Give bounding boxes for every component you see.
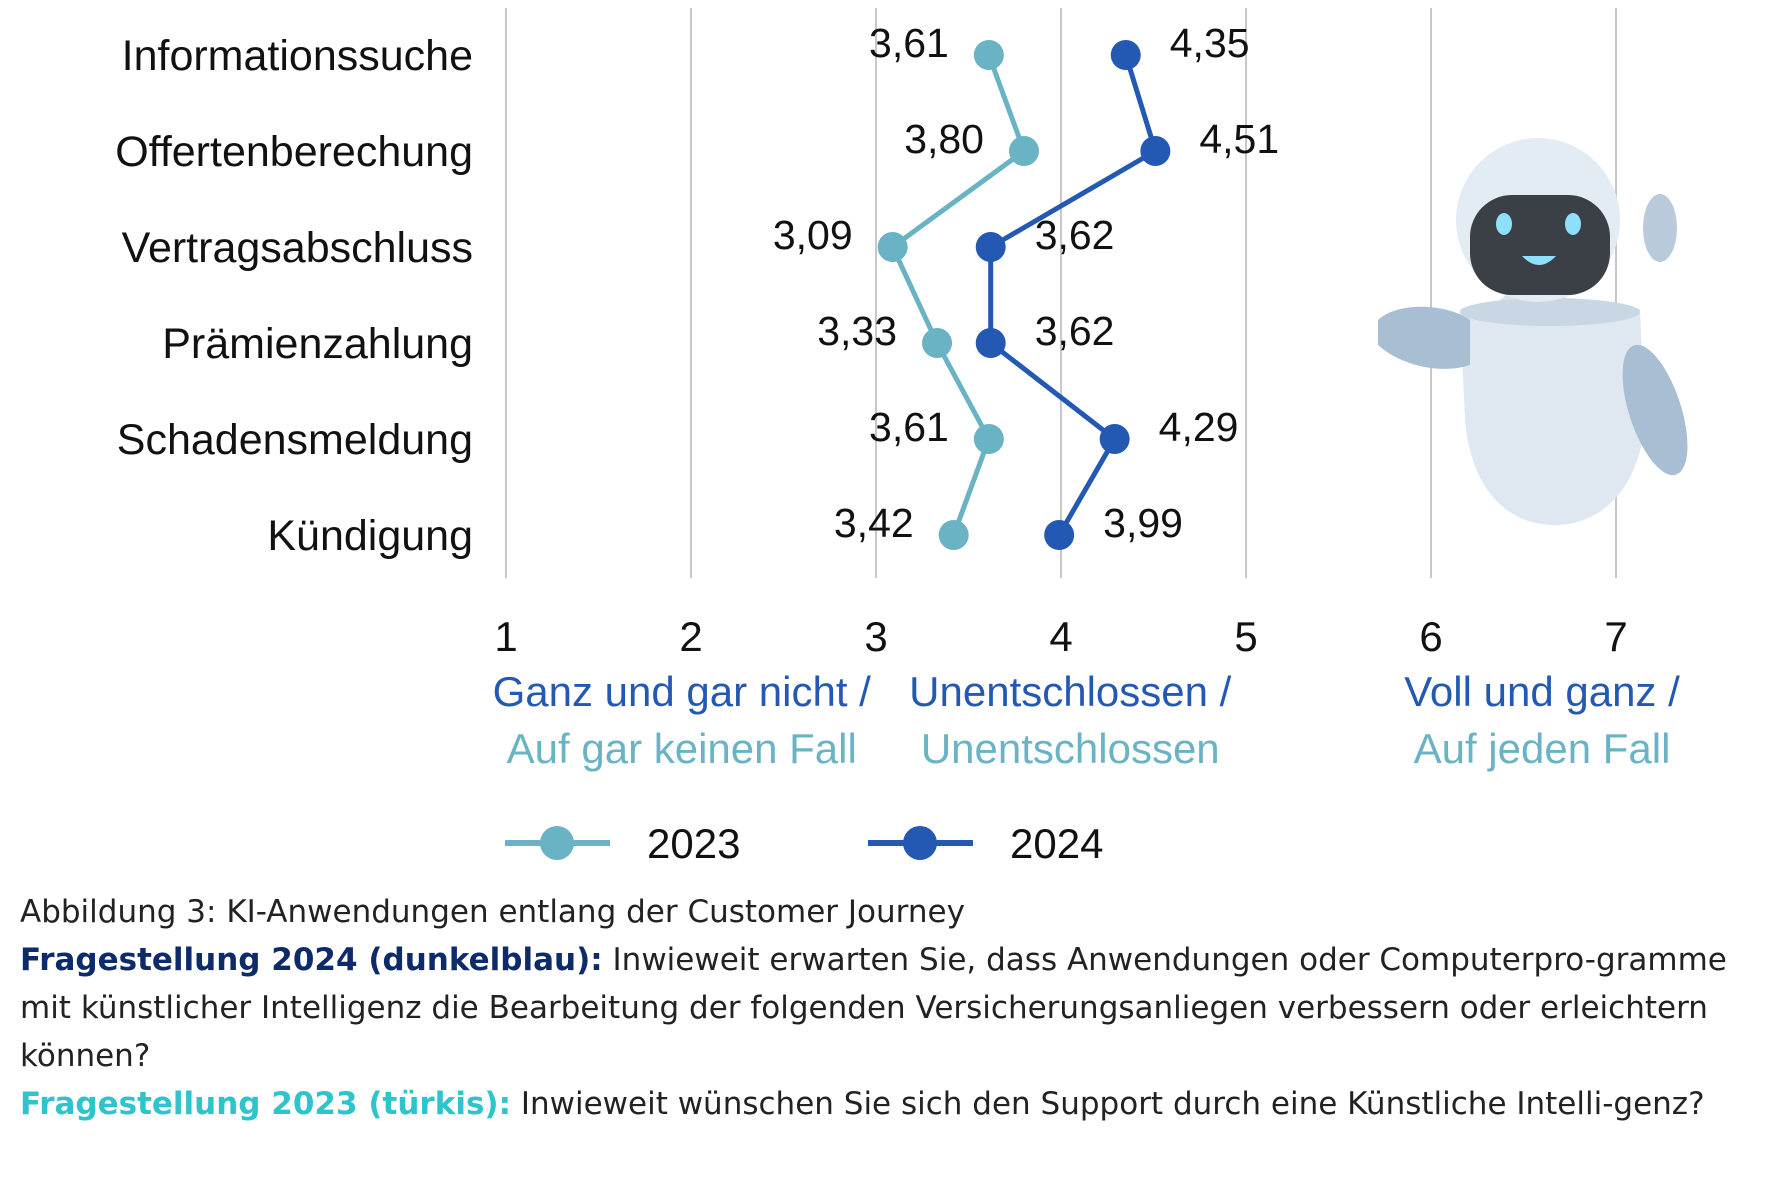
x-tick-label: 2: [679, 613, 702, 660]
series-line-2023: [890, 54, 1027, 536]
data-point-2024: [1044, 520, 1075, 550]
category-label: Prämienzahlung: [162, 320, 473, 368]
legend-swatch-marker: [540, 826, 574, 860]
legend-label: 2024: [1010, 820, 1103, 867]
x-tick-label: 3: [864, 613, 887, 660]
x-axis-ticks: 1 2 3 4 5 6 7: [494, 613, 1627, 660]
category-label: Kündigung: [267, 512, 473, 560]
x-tick-label: 6: [1419, 613, 1442, 660]
data-point-2023: [1009, 136, 1039, 166]
category-label: Informationssuche: [122, 32, 473, 80]
question-2024: Fragestellung 2024 (dunkelblau): Inwiewe…: [20, 936, 1760, 1080]
data-point-2024: [975, 232, 1006, 262]
data-label-2023: 3,61: [869, 20, 949, 66]
x-tick-label: 7: [1604, 613, 1627, 660]
category-label: Vertragsabschluss: [122, 224, 473, 272]
figure-caption: Abbildung 3: KI-Anwendungen entlang der …: [20, 888, 1760, 1128]
data-labels: 3,61 3,80 3,09 3,33 3,61 3,42 4,35 4,51 3,62 3,62…: [773, 20, 1279, 546]
scale-label-line1: Voll und ganz /: [1404, 668, 1680, 715]
data-label-2023: 3,42: [834, 500, 914, 546]
scale-labels: Ganz und gar nicht / Auf gar keinen Fall U…: [493, 668, 1680, 772]
data-label-2024: 3,62: [1035, 308, 1115, 354]
x-tick-label: 1: [494, 613, 517, 660]
data-point-2024: [1140, 136, 1171, 166]
data-point-2023: [922, 328, 953, 358]
caption-title: Abbildung 3: KI-Anwendungen entlang der …: [20, 894, 965, 930]
data-label-2023: 3,80: [904, 116, 984, 162]
question-2023: Fragestellung 2023 (türkis): Inwieweit w…: [20, 1080, 1760, 1128]
series-lines: [890, 54, 1158, 537]
question-2024-label: Fragestellung 2024 (dunkelblau):: [20, 942, 603, 978]
x-tick-label: 4: [1049, 613, 1072, 660]
data-label-2023: 3,33: [817, 308, 897, 354]
data-label-2024: 3,99: [1103, 500, 1183, 546]
data-point-2024: [1099, 424, 1130, 454]
data-point-2024: [1110, 40, 1141, 70]
data-label-2023: 3,61: [869, 404, 949, 450]
x-tick-label: 5: [1234, 613, 1257, 660]
data-label-2024: 4,29: [1159, 404, 1239, 450]
scale-label-line2: Auf jeden Fall: [1414, 725, 1671, 772]
data-point-2023: [973, 40, 1004, 70]
data-label-2024: 3,62: [1035, 212, 1115, 258]
scale-label-line1: Unentschlossen /: [909, 668, 1232, 715]
data-label-2024: 4,35: [1170, 20, 1250, 66]
series-points: [877, 40, 1171, 550]
category-labels: Informationssuche Offertenberechung Vertra…: [115, 32, 473, 560]
data-point-2024: [975, 328, 1006, 358]
grid-lines: [505, 8, 1617, 578]
question-2024-text: Inwieweit erwarten Sie, dass Anwendungen…: [20, 942, 1727, 1074]
data-label-2024: 4,51: [1199, 116, 1279, 162]
category-label: Schadensmeldung: [117, 416, 473, 464]
series-line-2024: [988, 54, 1158, 537]
legend-label: 2023: [647, 820, 740, 867]
dot-plot-chart: Informationssuche Offertenberechung Vertra…: [115, 8, 1688, 867]
data-point-2023: [938, 520, 969, 550]
robot-icon: [1378, 138, 1688, 525]
legend: 2023 2024: [505, 820, 1103, 867]
scale-label-line1: Ganz und gar nicht /: [493, 668, 872, 715]
data-label-2023: 3,09: [773, 212, 853, 258]
scale-label-line2: Auf gar keinen Fall: [507, 725, 857, 772]
scale-label-line2: Unentschlossen: [921, 725, 1220, 772]
data-point-2023: [877, 232, 908, 262]
question-2023-label: Fragestellung 2023 (türkis):: [20, 1086, 511, 1122]
category-label: Offertenberechung: [115, 128, 473, 176]
data-point-2023: [973, 424, 1004, 454]
question-2023-text: Inwieweit wünschen Sie sich den Support …: [510, 1086, 1705, 1122]
legend-swatch-marker: [903, 826, 937, 860]
